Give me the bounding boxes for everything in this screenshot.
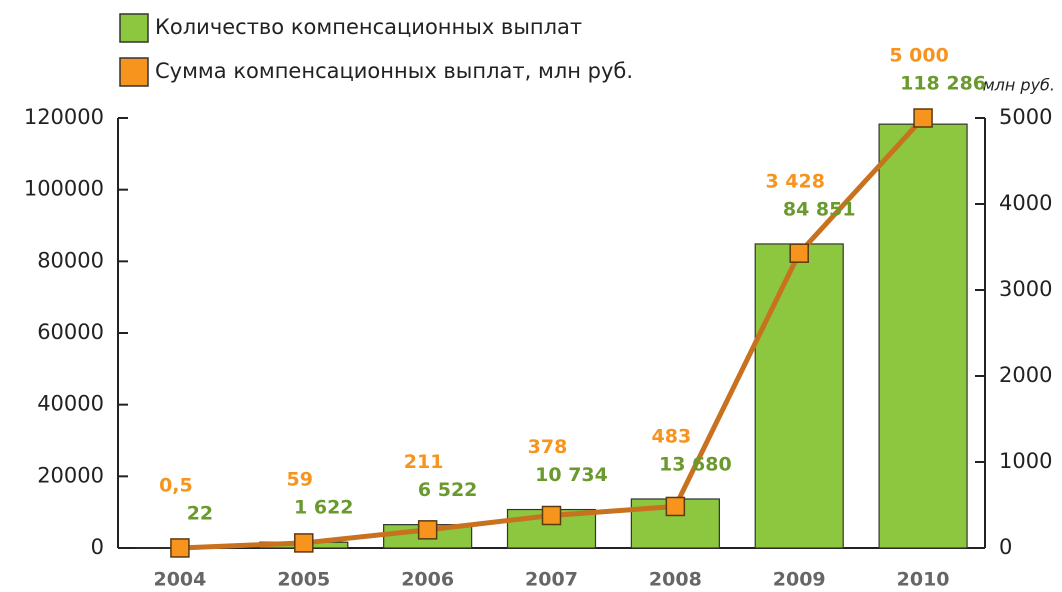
y-tick-label: 0 <box>91 535 104 559</box>
bar-value-label: 1 622 <box>294 497 354 519</box>
bar-value-label: 118 286 <box>900 73 986 95</box>
legend-swatch <box>119 57 149 87</box>
bar-value-label: 22 <box>187 502 213 524</box>
y2-tick-label: 4000 <box>999 191 1052 215</box>
y2-tick-label: 1000 <box>999 449 1052 473</box>
y-tick-label: 100000 <box>24 177 104 201</box>
marker <box>294 533 314 553</box>
x-tick-label: 2007 <box>525 569 578 591</box>
legend-label: Количество компенсационных выплат <box>155 15 582 39</box>
marker <box>170 538 190 558</box>
y2-axis-label: млн руб. <box>983 76 1055 95</box>
y2-tick-label: 5000 <box>999 105 1052 129</box>
x-tick-label: 2009 <box>773 569 826 591</box>
marker <box>665 496 686 517</box>
bar-value-label: 13 680 <box>659 453 732 475</box>
y-tick-label: 40000 <box>37 392 104 416</box>
bar <box>754 243 844 549</box>
line-value-label: 59 <box>287 469 313 491</box>
bar-value-label: 84 851 <box>783 198 856 220</box>
line-value-label: 0,5 <box>159 474 193 496</box>
y2-tick-label: 3000 <box>999 277 1052 301</box>
bar-value-label: 10 734 <box>535 464 608 486</box>
x-tick-label: 2006 <box>401 569 454 591</box>
x-tick-label: 2004 <box>153 569 206 591</box>
x-tick-label: 2005 <box>277 569 330 591</box>
y-tick-label: 20000 <box>37 463 104 487</box>
line-value-label: 3 428 <box>765 170 825 192</box>
y-tick-label: 80000 <box>37 248 104 272</box>
legend-swatch <box>119 13 149 43</box>
y2-tick-label: 2000 <box>999 363 1052 387</box>
line-value-label: 5 000 <box>889 45 949 67</box>
marker <box>913 108 933 128</box>
line-value-label: 483 <box>652 425 692 447</box>
bar <box>878 123 968 549</box>
y-tick-label: 120000 <box>24 105 104 129</box>
y2-tick-label: 0 <box>999 535 1012 559</box>
legend-label: Сумма компенсационных выплат, млн руб. <box>155 59 633 83</box>
line-value-label: 211 <box>404 451 444 473</box>
marker <box>541 505 562 526</box>
line-value-label: 378 <box>528 436 568 458</box>
x-tick-label: 2008 <box>649 569 702 591</box>
x-tick-label: 2010 <box>897 569 950 591</box>
marker <box>417 520 438 540</box>
marker <box>789 243 809 263</box>
y-tick-label: 60000 <box>37 320 104 344</box>
bar-value-label: 6 522 <box>418 479 478 501</box>
